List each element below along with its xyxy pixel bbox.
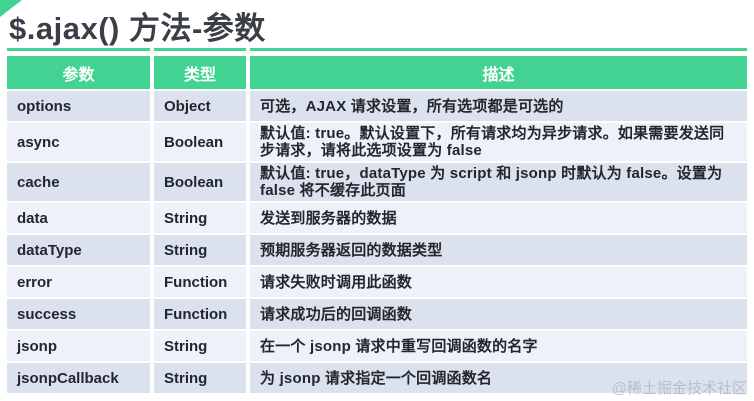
table-row-options: options Object 可选，AJAX 请求设置，所有选项都是可选的: [7, 91, 747, 121]
type-cell: Object: [154, 91, 246, 121]
table-row-error: error Function 请求失败时调用此函数: [7, 267, 747, 297]
table-header-row: 参数 类型 描述: [7, 56, 747, 89]
param-cell: async: [7, 123, 150, 161]
corner-accent-triangle: [0, 0, 22, 17]
desc-cell: 请求成功后的回调函数: [250, 299, 747, 329]
type-cell: Function: [154, 299, 246, 329]
type-cell: Boolean: [154, 163, 246, 201]
table-accent-line: [7, 48, 747, 51]
watermark: @稀土掘金技术社区: [611, 380, 747, 397]
table-row-cache: cache Boolean 默认值: true，dataType 为 scrip…: [7, 163, 747, 201]
type-cell: Boolean: [154, 123, 246, 161]
param-cell: cache: [7, 163, 150, 201]
table-row-data: data String 发送到服务器的数据: [7, 203, 747, 233]
type-cell: String: [154, 363, 246, 393]
accent-segment: [7, 48, 150, 51]
param-cell: data: [7, 203, 150, 233]
ajax-params-table: 参数 类型 描述 options Object 可选，AJAX 请求设置，所有选…: [7, 48, 747, 395]
param-cell: error: [7, 267, 150, 297]
accent-segment: [250, 48, 747, 51]
desc-cell: 在一个 jsonp 请求中重写回调函数的名字: [250, 331, 747, 361]
type-cell: String: [154, 331, 246, 361]
table-row-jsonpcallback: jsonpCallback String 为 jsonp 请求指定一个回调函数名: [7, 363, 747, 393]
param-cell: options: [7, 91, 150, 121]
param-cell: dataType: [7, 235, 150, 265]
table-row-datatype: dataType String 预期服务器返回的数据类型: [7, 235, 747, 265]
type-cell: String: [154, 235, 246, 265]
type-cell: String: [154, 203, 246, 233]
desc-cell: 发送到服务器的数据: [250, 203, 747, 233]
desc-cell: 可选，AJAX 请求设置，所有选项都是可选的: [250, 91, 747, 121]
desc-cell: 默认值: true，dataType 为 script 和 jsonp 时默认为…: [250, 163, 747, 201]
table-row-async: async Boolean 默认值: true。默认设置下，所有请求均为异步请求…: [7, 123, 747, 161]
column-header-type: 类型: [154, 56, 246, 89]
desc-cell: 为 jsonp 请求指定一个回调函数名: [250, 363, 747, 393]
type-cell: Function: [154, 267, 246, 297]
page-title: $.ajax() 方法-参数: [9, 11, 266, 46]
param-cell: jsonp: [7, 331, 150, 361]
desc-cell: 默认值: true。默认设置下，所有请求均为异步请求。如果需要发送同步请求，请将…: [250, 123, 747, 161]
desc-cell: 请求失败时调用此函数: [250, 267, 747, 297]
column-header-desc: 描述: [250, 56, 747, 89]
column-header-param: 参数: [7, 56, 150, 89]
table-row-jsonp: jsonp String 在一个 jsonp 请求中重写回调函数的名字: [7, 331, 747, 361]
param-cell: jsonpCallback: [7, 363, 150, 393]
table-row-success: success Function 请求成功后的回调函数: [7, 299, 747, 329]
accent-segment: [154, 48, 246, 51]
desc-cell: 预期服务器返回的数据类型: [250, 235, 747, 265]
param-cell: success: [7, 299, 150, 329]
